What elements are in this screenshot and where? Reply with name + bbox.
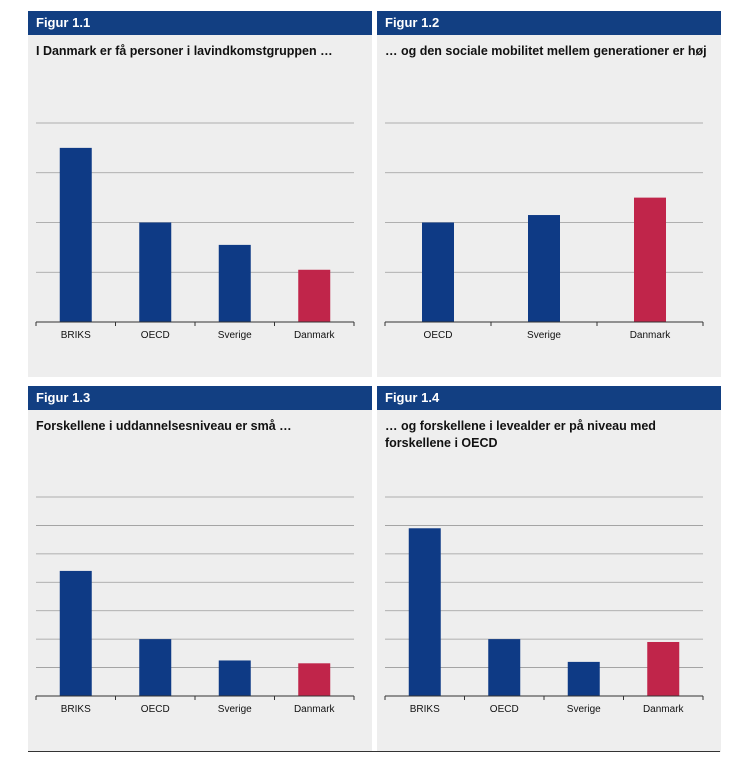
x-tick-label: OECD xyxy=(141,330,170,341)
x-tick-label: Sverige xyxy=(527,330,561,341)
figure-label: Figur 1.1 xyxy=(28,11,372,35)
x-tick-label: Danmark xyxy=(630,330,672,341)
figure-1-1-panel: Figur 1.1 I Danmark er få personer i lav… xyxy=(28,11,372,377)
bar-briks xyxy=(408,528,441,696)
bar-oecd xyxy=(488,639,521,696)
x-tick-label: Sverige xyxy=(218,704,252,715)
bar-oecd xyxy=(139,222,172,322)
x-tick-label: BRIKS xyxy=(410,704,440,715)
x-tick-label: Danmark xyxy=(294,330,336,341)
bar-danmark xyxy=(634,197,666,322)
x-tick-label: BRIKS xyxy=(61,330,91,341)
x-tick-label: OECD xyxy=(424,330,453,341)
bar-sverige xyxy=(218,244,251,322)
x-tick-label: OECD xyxy=(141,704,170,715)
bar-danmark xyxy=(298,269,331,322)
figure-title: Forskellene i uddannelsesniveau er små … xyxy=(36,419,292,433)
bar-sverige xyxy=(567,661,600,696)
bar-danmark xyxy=(647,641,680,696)
figure-1-2-panel: Figur 1.2 … og den sociale mobilitet mel… xyxy=(377,11,721,377)
x-tick-label: BRIKS xyxy=(61,704,91,715)
bar-briks xyxy=(59,570,92,696)
figure-1-1-chart: BRIKS OECD Sverige Danmark xyxy=(35,122,355,341)
figure-title: … og forskellene i levealder er på nivea… xyxy=(385,419,656,450)
figure-label: Figur 1.2 xyxy=(377,11,721,35)
bar-danmark xyxy=(298,663,331,696)
figure-title: … og den sociale mobilitet mellem genera… xyxy=(385,44,707,58)
x-tick-label: Danmark xyxy=(294,704,336,715)
bar-sverige xyxy=(528,215,560,322)
bar-oecd xyxy=(139,639,172,696)
x-tick-label: Danmark xyxy=(643,704,685,715)
figure-label: Figur 1.3 xyxy=(28,386,372,410)
figure-1-3-panel: Figur 1.3 Forskellene i uddannelsesnivea… xyxy=(28,386,372,752)
bar-oecd xyxy=(422,222,454,322)
bar-briks xyxy=(59,147,92,322)
figure-1-4-chart: BRIKS OECD Sverige Danmark xyxy=(384,496,704,715)
bar-sverige xyxy=(218,660,251,696)
figure-label: Figur 1.4 xyxy=(377,386,721,410)
figure-1-2-chart: OECD Sverige Danmark xyxy=(384,122,704,341)
figure-1-4-panel: Figur 1.4 … og forskellene i levealder e… xyxy=(377,386,721,752)
figure-1-3-chart: BRIKS OECD Sverige Danmark xyxy=(35,496,355,715)
figure-title: I Danmark er få personer i lavindkomstgr… xyxy=(36,44,333,58)
x-tick-label: Sverige xyxy=(567,704,601,715)
x-tick-label: OECD xyxy=(490,704,519,715)
x-tick-label: Sverige xyxy=(218,330,252,341)
bottom-rule xyxy=(28,751,720,752)
